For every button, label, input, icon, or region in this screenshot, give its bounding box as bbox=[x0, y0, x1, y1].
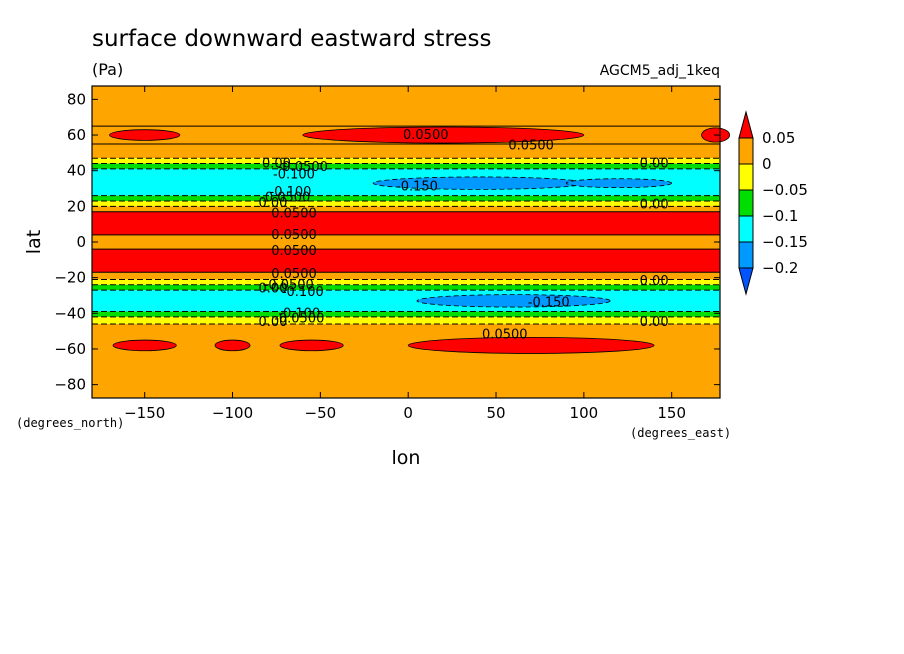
contour-label: 0.00 bbox=[640, 198, 669, 213]
field-band bbox=[92, 86, 720, 127]
field-blob bbox=[214, 339, 251, 352]
field-band bbox=[92, 163, 720, 169]
contour-lines bbox=[92, 125, 720, 325]
contour-label: 0.0500 bbox=[508, 139, 554, 154]
y-tick-label: 60 bbox=[67, 126, 86, 144]
plot-area bbox=[92, 86, 731, 398]
field-band bbox=[92, 211, 720, 235]
field-band bbox=[92, 311, 720, 317]
contour-label: 0.00 bbox=[640, 315, 669, 330]
contour-label: 0.00 bbox=[258, 315, 287, 330]
field-blob bbox=[279, 339, 344, 352]
x-tick-label: 100 bbox=[570, 404, 599, 422]
contour-label: 0.00 bbox=[258, 196, 287, 211]
colorbar-arrow-top bbox=[738, 110, 754, 139]
chart-title: surface downward eastward stress bbox=[92, 26, 491, 52]
field-band bbox=[92, 206, 720, 212]
x-tick-label: −50 bbox=[305, 404, 337, 422]
contour-label: 0.0500 bbox=[271, 206, 317, 221]
colorbar: 0.05 0 −0.05 −0.1 −0.15 −0.2 bbox=[738, 110, 808, 296]
dataset-label: AGCM5_adj_1keq bbox=[600, 63, 720, 79]
x-tick-label: 150 bbox=[657, 404, 686, 422]
y-tick-label: −80 bbox=[54, 376, 86, 394]
field-band bbox=[92, 249, 720, 273]
field-band bbox=[92, 272, 720, 280]
x-axis: −150 −100 −50 0 50 100 150 bbox=[124, 86, 686, 422]
colorbar-swatch bbox=[738, 241, 754, 269]
x-tick-label: −150 bbox=[124, 404, 165, 422]
y-tick-label: 0 bbox=[76, 233, 86, 251]
y-tick-label: 40 bbox=[67, 162, 86, 180]
field-band bbox=[92, 143, 720, 159]
field-blob bbox=[407, 336, 655, 354]
x-tick-label: 50 bbox=[486, 404, 505, 422]
colorbar-swatch bbox=[738, 163, 754, 191]
contour-label: -0.0500 bbox=[274, 312, 324, 327]
contour-label: -0.0500 bbox=[278, 160, 328, 175]
contour-label: -0.100 bbox=[270, 185, 312, 200]
field-band bbox=[92, 200, 720, 207]
y-axis-label: lat bbox=[23, 230, 45, 254]
y-tick-label: −60 bbox=[54, 340, 86, 358]
units-label: (Pa) bbox=[92, 60, 123, 79]
contour-label: -0.0500 bbox=[264, 278, 314, 293]
x-unit-label: (degrees_east) bbox=[630, 426, 731, 440]
colorbar-swatch bbox=[738, 137, 754, 165]
field-blob bbox=[302, 126, 585, 144]
field-band bbox=[92, 158, 720, 164]
x-tick-label: 0 bbox=[403, 404, 413, 422]
colorbar-label: −0.2 bbox=[762, 259, 798, 277]
colorbar-label: 0.05 bbox=[762, 129, 795, 147]
contour-labels: 0.05000.05000.00-0.0500-0.1000.00-0.150-… bbox=[258, 128, 668, 343]
contour-label: 0.0500 bbox=[271, 228, 317, 243]
y-tick-label: −40 bbox=[54, 304, 86, 322]
contour-label: 0.00 bbox=[262, 157, 291, 172]
contour-label: 0.0500 bbox=[482, 328, 528, 343]
field-band bbox=[92, 290, 720, 312]
y-tick-label: −20 bbox=[54, 269, 86, 287]
contour-label: -0.100 bbox=[278, 306, 320, 321]
field-blob bbox=[109, 129, 181, 141]
colorbar-label: −0.15 bbox=[762, 233, 808, 251]
field-band bbox=[92, 279, 720, 285]
field-blob bbox=[565, 178, 673, 189]
contour-label: 0.00 bbox=[258, 281, 287, 296]
x-axis-label: lon bbox=[392, 447, 421, 469]
x-tick-label: −100 bbox=[212, 404, 253, 422]
colorbar-label: 0 bbox=[762, 155, 772, 173]
colorbar-swatch bbox=[738, 189, 754, 217]
contour-label: 0.0500 bbox=[271, 267, 317, 282]
contour-label: -0.100 bbox=[282, 285, 324, 300]
field-band bbox=[92, 234, 720, 250]
field-band bbox=[92, 284, 720, 291]
contour-label: -0.150 bbox=[396, 180, 438, 195]
contour-label: 0.0500 bbox=[271, 244, 317, 259]
contour-label: -0.100 bbox=[273, 167, 315, 182]
y-tick-label: 80 bbox=[67, 90, 86, 108]
field-band bbox=[92, 195, 720, 201]
colorbar-swatch bbox=[738, 215, 754, 243]
field-blob bbox=[112, 339, 177, 352]
field-blob bbox=[416, 294, 611, 308]
contour-label: 0.00 bbox=[640, 274, 669, 289]
y-unit-label: (degrees_north) bbox=[16, 416, 124, 430]
field-band bbox=[92, 316, 720, 325]
field-band bbox=[92, 324, 720, 398]
contour-label: -0.0500 bbox=[260, 190, 310, 205]
contour-label: 0.00 bbox=[640, 157, 669, 172]
y-axis: 80 60 40 20 0 −20 −40 −60 −80 bbox=[54, 90, 720, 394]
y-tick-label: 20 bbox=[67, 197, 86, 215]
colorbar-arrow-bottom bbox=[738, 267, 754, 296]
contour-label: 0.0500 bbox=[403, 128, 449, 143]
colorbar-label: −0.05 bbox=[762, 181, 808, 199]
contour-label: -0.150 bbox=[528, 296, 570, 311]
colorbar-label: −0.1 bbox=[762, 207, 798, 225]
